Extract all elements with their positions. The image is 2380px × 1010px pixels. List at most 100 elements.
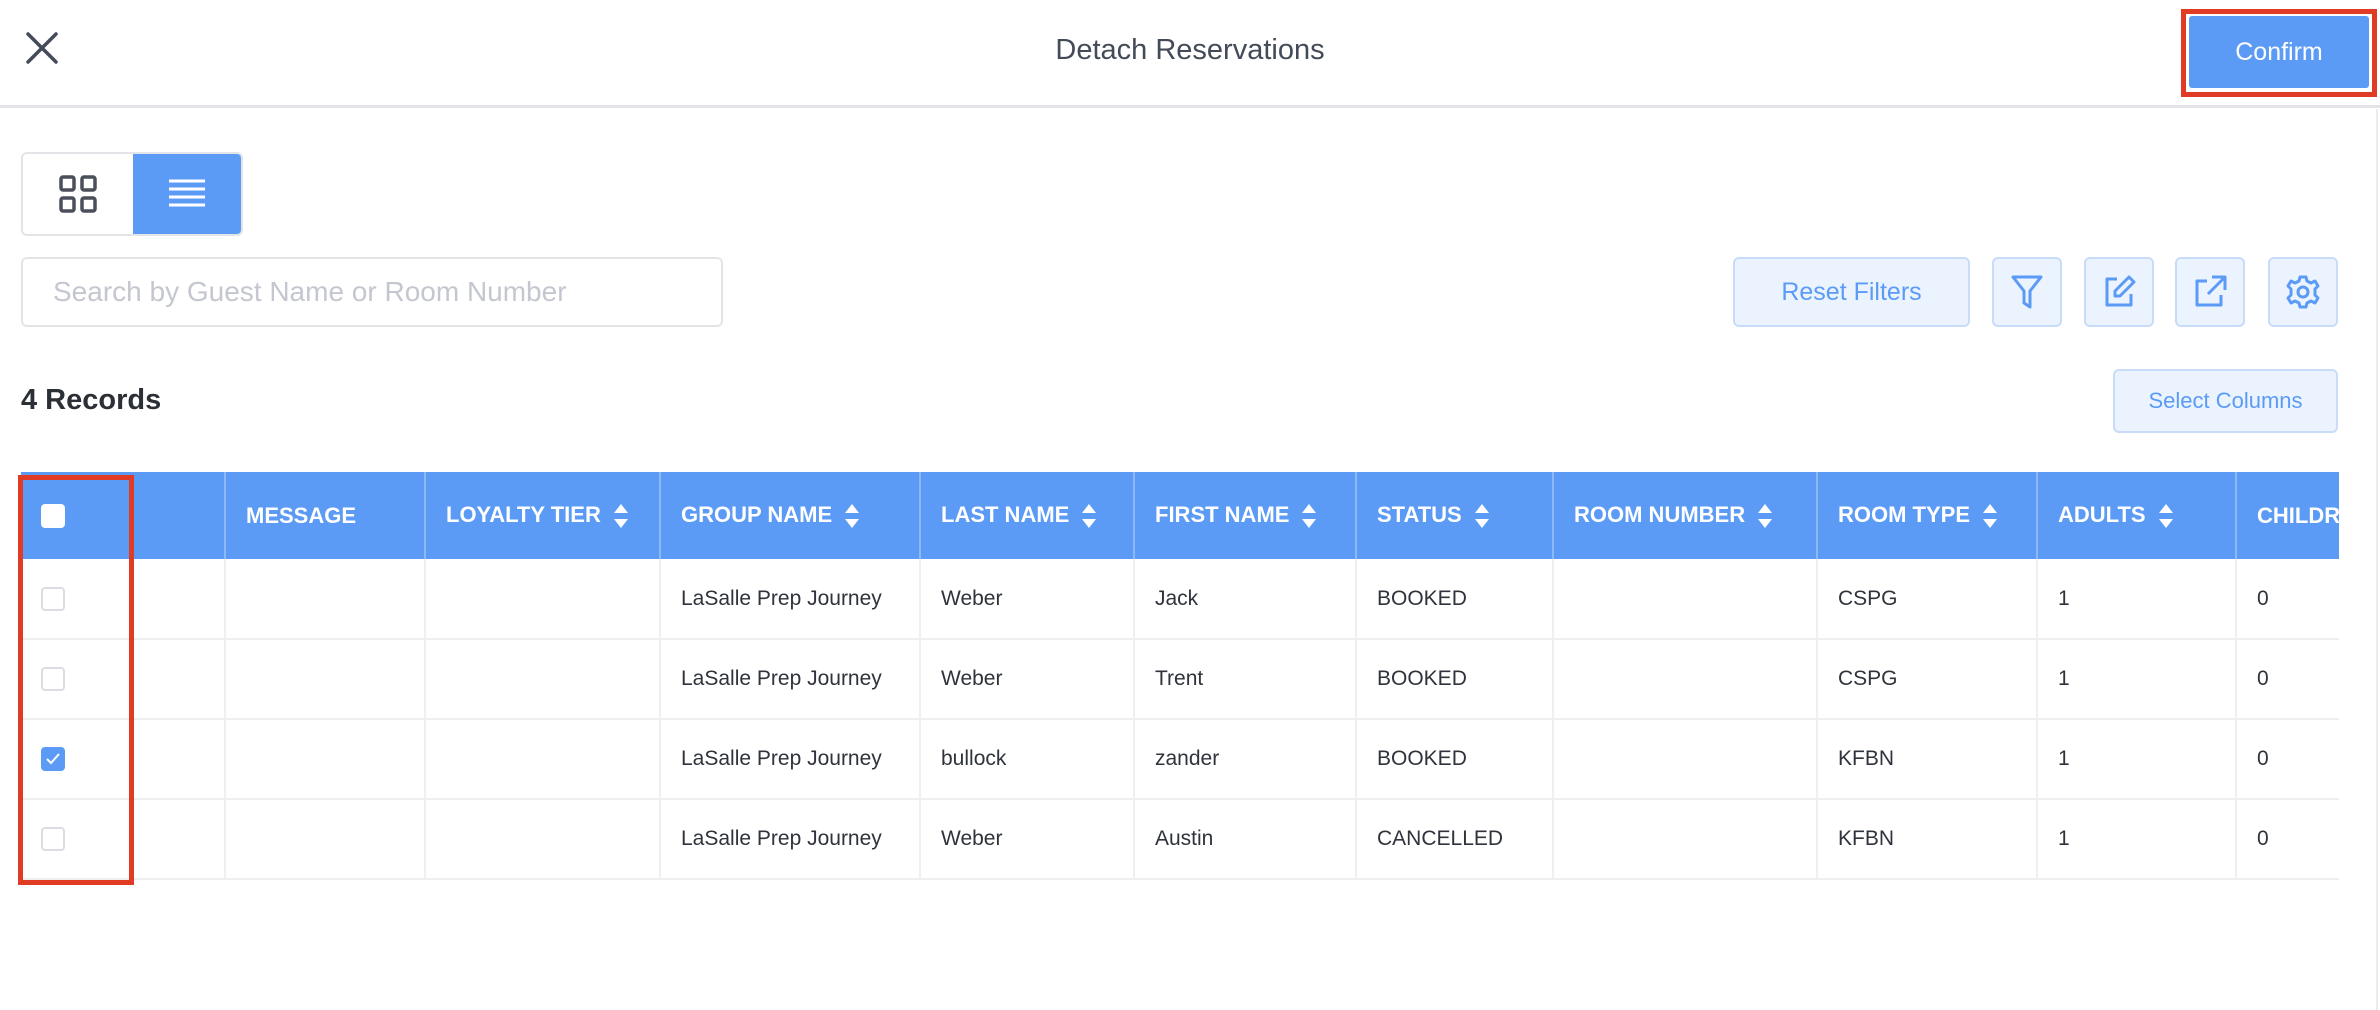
table-cell: 1 — [2037, 559, 2237, 640]
edit-button[interactable] — [2084, 257, 2154, 327]
confirm-button[interactable]: Confirm — [2189, 16, 2369, 88]
select-all-header — [21, 472, 226, 559]
table-cell: LaSalle Prep Journey — [660, 559, 921, 640]
table-cell — [425, 799, 661, 880]
panel-edge — [2376, 109, 2378, 1010]
sort-icon[interactable] — [1081, 503, 1097, 529]
list-view-button[interactable] — [133, 154, 241, 234]
table-row[interactable]: LaSalle Prep Journey Weber Jack BOOKED CSPG 1… — [21, 559, 2339, 640]
column-label: LOYALTY TIER — [446, 501, 601, 527]
column-header-group-name[interactable]: GROUP NAME — [660, 472, 921, 559]
export-icon — [2195, 275, 2227, 307]
modal-header — [0, 0, 2380, 108]
table-cell: 1 — [2037, 639, 2237, 720]
row-checkbox[interactable] — [41, 827, 65, 851]
column-header-room-type[interactable]: ROOM TYPE — [1817, 472, 2038, 559]
select-all-checkbox[interactable] — [41, 503, 65, 528]
sort-icon[interactable] — [613, 503, 629, 529]
column-label: FIRST NAME — [1155, 501, 1290, 527]
row-select-cell — [21, 719, 226, 800]
column-header-adults[interactable]: ADULTS — [2037, 472, 2237, 559]
column-label: MESSAGE — [246, 502, 357, 528]
table-cell: 0 — [2236, 799, 2339, 880]
table-cell: 0 — [2236, 639, 2339, 720]
column-header-message[interactable]: MESSAGE — [225, 472, 426, 559]
edit-icon — [2105, 275, 2136, 307]
settings-button[interactable] — [2268, 257, 2338, 327]
column-header-first-name[interactable]: FIRST NAME — [1134, 472, 1357, 559]
row-checkbox[interactable] — [41, 667, 65, 691]
sort-icon[interactable] — [1474, 503, 1490, 529]
row-select-cell — [21, 799, 226, 880]
column-header-loyalty-tier[interactable]: LOYALTY TIER — [425, 472, 661, 559]
settings-icon — [2286, 275, 2320, 309]
grid-icon — [59, 175, 97, 213]
records-count: 4 Records — [21, 384, 162, 416]
sort-icon[interactable] — [2158, 503, 2174, 529]
column-label: LAST NAME — [941, 501, 1070, 527]
reservations-table: MESSAGE LOYALTY TIER GROUP NAME LAST NAME FI… — [21, 472, 2339, 884]
table-cell: 1 — [2037, 719, 2237, 800]
table-cell: CSPG — [1817, 559, 2038, 640]
table-header-row: MESSAGE LOYALTY TIER GROUP NAME LAST NAME FI… — [21, 472, 2339, 559]
table-cell: LaSalle Prep Journey — [660, 799, 921, 880]
table-cell: bullock — [920, 719, 1135, 800]
column-label: ROOM NUMBER — [1574, 501, 1746, 527]
sort-icon[interactable] — [1757, 503, 1773, 529]
column-label: GROUP NAME — [681, 501, 833, 527]
table-cell: 0 — [2236, 719, 2339, 800]
view-toggle — [21, 152, 243, 236]
check-icon — [46, 753, 60, 765]
row-checkbox[interactable] — [41, 586, 65, 611]
table-cell: BOOKED — [1356, 719, 1554, 800]
page-title: Detach Reservations — [1055, 34, 1325, 66]
filter-icon — [2011, 275, 2043, 309]
table-cell: CANCELLED — [1356, 799, 1554, 880]
column-label: STATUS — [1377, 501, 1462, 527]
table-cell: LaSalle Prep Journey — [660, 639, 921, 720]
column-header-last-name[interactable]: LAST NAME — [920, 472, 1135, 559]
row-checkbox[interactable] — [41, 747, 65, 771]
column-label: ROOM TYPE — [1838, 501, 1971, 527]
confirm-highlight — [2181, 9, 2377, 97]
table-cell — [225, 799, 426, 880]
table-cell — [1553, 719, 1818, 800]
table-cell — [1553, 799, 1818, 880]
table-cell: zander — [1134, 719, 1357, 800]
export-button[interactable] — [2175, 257, 2245, 327]
sort-icon[interactable] — [1301, 503, 1317, 529]
table-row[interactable]: LaSalle Prep Journey Weber Austin CANCELLED… — [21, 799, 2339, 880]
table-row[interactable]: LaSalle Prep Journey Weber Trent BOOKED CSPG… — [21, 639, 2339, 720]
column-header-room-number[interactable]: ROOM NUMBER — [1553, 472, 1818, 559]
column-header-children[interactable]: CHILDREN — [2236, 472, 2339, 559]
table-cell — [1553, 559, 1818, 640]
table-cell: BOOKED — [1356, 639, 1554, 720]
table-cell: Austin — [1134, 799, 1357, 880]
table-cell — [425, 719, 661, 800]
search-input[interactable] — [21, 257, 723, 327]
row-select-cell — [21, 559, 226, 640]
table-row[interactable]: LaSalle Prep Journey bullock zander BOOKED K… — [21, 719, 2339, 800]
table-cell: Weber — [920, 639, 1135, 720]
select-columns-button[interactable]: Select Columns — [2113, 369, 2338, 433]
sort-icon[interactable] — [1982, 503, 1998, 529]
column-header-status[interactable]: STATUS — [1356, 472, 1554, 559]
filter-button[interactable] — [1992, 257, 2062, 327]
close-icon[interactable] — [24, 30, 60, 66]
table-cell — [225, 719, 426, 800]
list-icon — [169, 179, 205, 207]
table-cell: Weber — [920, 559, 1135, 640]
table-cell: BOOKED — [1356, 559, 1554, 640]
grid-view-button[interactable] — [23, 154, 133, 234]
reset-filters-button[interactable]: Reset Filters — [1733, 257, 1970, 327]
column-label: CHILDREN — [2257, 502, 2339, 528]
column-label: ADULTS — [2058, 501, 2146, 527]
table-cell — [225, 559, 426, 640]
table-cell: 0 — [2236, 559, 2339, 640]
table-cell — [425, 639, 661, 720]
table-cell: Jack — [1134, 559, 1357, 640]
table-cell: KFBN — [1817, 719, 2038, 800]
table-cell — [1553, 639, 1818, 720]
table-cell — [425, 559, 661, 640]
sort-icon[interactable] — [844, 503, 860, 529]
